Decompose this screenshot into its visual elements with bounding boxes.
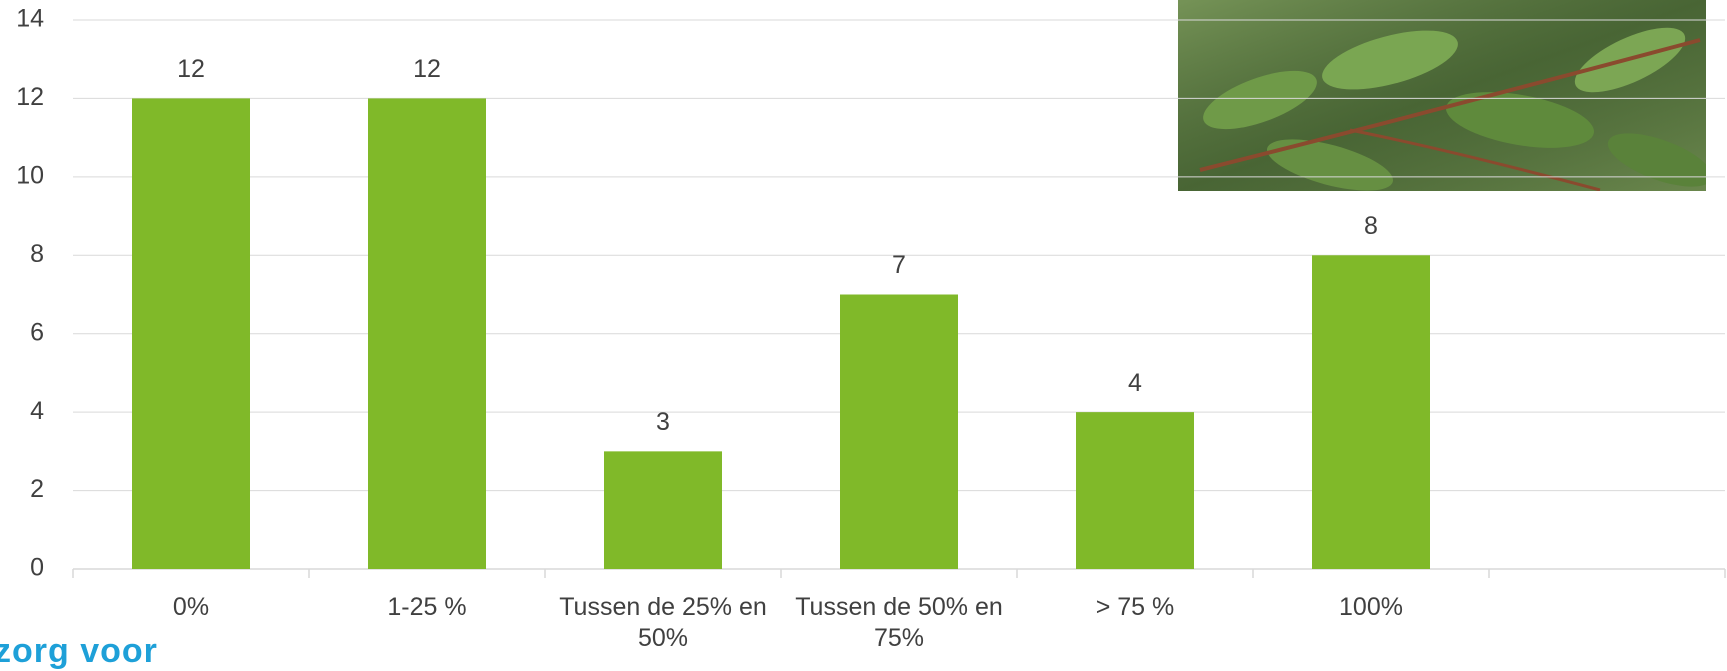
photo bbox=[1178, 0, 1719, 201]
bar bbox=[132, 98, 250, 569]
data-label: 8 bbox=[1364, 212, 1378, 240]
y-tick-label: 12 bbox=[16, 83, 44, 111]
data-label: 12 bbox=[413, 55, 441, 83]
y-tick-label: 2 bbox=[30, 475, 44, 503]
y-tick-label: 4 bbox=[30, 397, 44, 425]
x-tick-label: Tussen de 50% en 75% bbox=[792, 592, 1007, 654]
y-tick-label: 0 bbox=[30, 554, 44, 582]
x-tick-label: 0% bbox=[84, 592, 299, 623]
bar bbox=[368, 98, 486, 569]
y-tick-label: 8 bbox=[30, 240, 44, 268]
x-tick-label: 100% bbox=[1264, 592, 1479, 623]
x-tick-label: > 75 % bbox=[1028, 592, 1243, 623]
x-tick-label: Tussen de 25% en 50% bbox=[556, 592, 771, 654]
bar bbox=[1312, 255, 1430, 569]
y-tick-label: 14 bbox=[16, 5, 44, 33]
page: {"chart_data": {"type": "bar", "categori… bbox=[0, 0, 1727, 658]
y-tick-label: 10 bbox=[16, 161, 44, 189]
chart: 0 2 4 6 8 10 12 14 12 12 3 7 4 8 bbox=[0, 0, 1727, 658]
data-label: 12 bbox=[177, 55, 205, 83]
data-label: 3 bbox=[656, 408, 670, 436]
x-tick-label: 1-25 % bbox=[320, 592, 535, 623]
y-tick-label: 6 bbox=[30, 318, 44, 346]
data-label: 4 bbox=[1128, 369, 1142, 397]
bar bbox=[604, 451, 722, 569]
bar bbox=[840, 295, 958, 570]
data-label: 7 bbox=[892, 251, 906, 279]
footer-text: zorg voor bbox=[0, 632, 158, 671]
bar bbox=[1076, 412, 1194, 569]
